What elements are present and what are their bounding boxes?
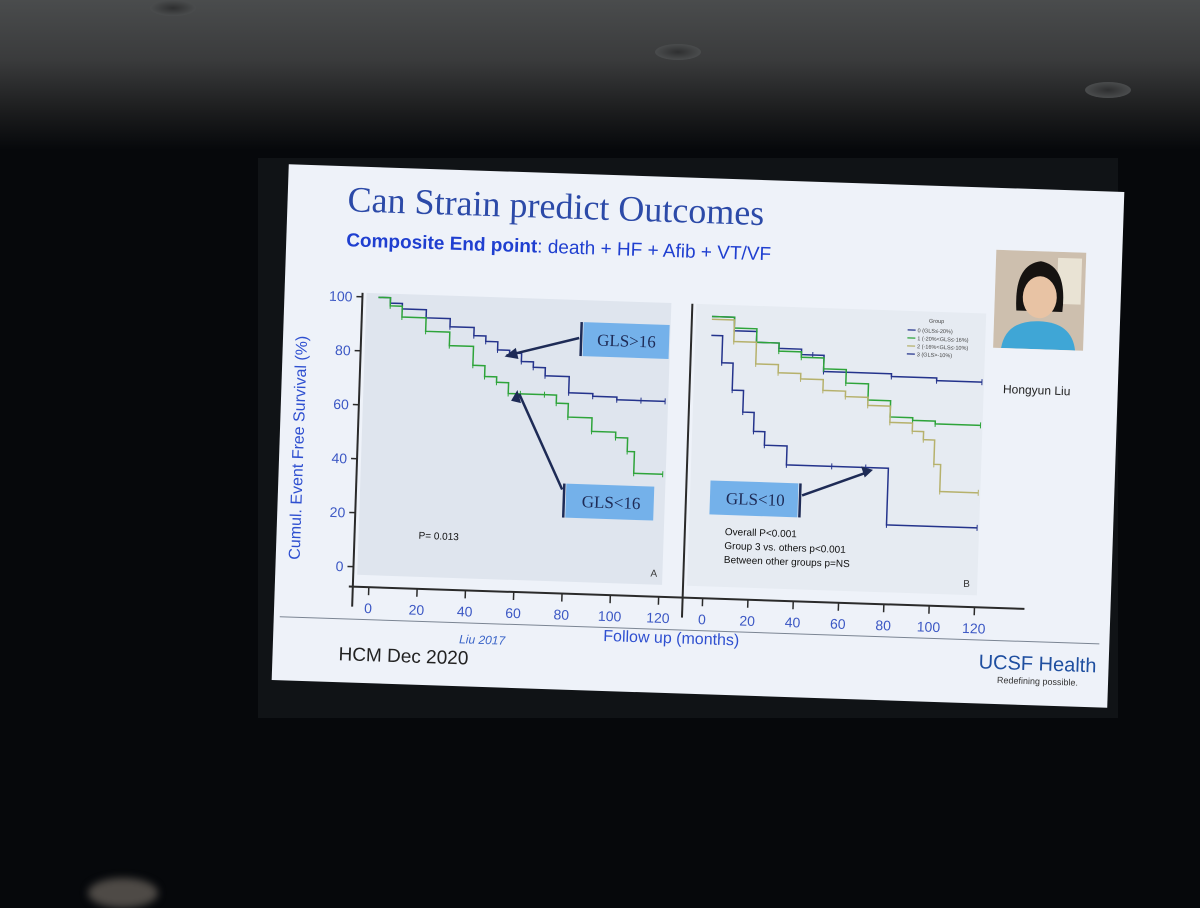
legend-title: Group [929,319,944,326]
x-tick-label: 120 [962,620,986,637]
p-value-annotation: P= 0.013 [418,531,459,543]
x-tick-label: 20 [408,602,424,619]
callout-gls-gt16-bracket [581,322,582,356]
x-tick-label: 40 [784,614,800,631]
presentation-slide: Can Strain predict Outcomes Composite En… [272,164,1125,707]
y-tick-label: 100 [329,288,353,305]
y-tick-label: 60 [333,396,349,413]
callout-gls-gt16: GLS>16 [581,322,670,359]
ceiling-light [1085,82,1131,98]
audience-head-blur [88,878,158,908]
callout-gls-lt16: GLS<16 [563,484,654,521]
presenter-photo [993,250,1086,351]
x-tick-label: 80 [553,606,569,623]
legend-item-3: 3 (GLS>-10%) [917,352,953,359]
callout-gls-lt10-label: GLS<10 [726,489,785,510]
callout-gls-gt16-label: GLS>16 [597,331,656,352]
x-tick-label: 80 [875,617,891,634]
panel-a-label: A [650,569,657,580]
callout-gls-lt10-bracket [799,483,800,517]
x-tick-label: 120 [646,609,670,626]
presenter-illustration [993,250,1086,351]
x-tick-label: 100 [598,608,622,625]
y-tick-label: 0 [335,558,344,574]
callout-gls-lt10: GLS<10 [709,480,800,517]
logo-brand: UCSF Health [978,651,1079,677]
x-tick-label: 40 [457,603,473,620]
overall-p-annotation: Overall P<0.001 [725,527,798,540]
x-tick-label: 60 [505,605,521,622]
x-tick-label: 100 [917,618,941,635]
y-tick-label: 20 [329,504,345,521]
x-tick-label: 20 [739,612,755,629]
x-tick-label: 0 [364,600,373,616]
y-tick-label: 80 [335,342,351,359]
ceiling-light [655,44,701,60]
callout-gls-lt16-label: GLS<16 [581,492,640,513]
legend-item-0: 0 (GLS≤-20%) [917,328,952,335]
x-tick-label: 60 [830,615,846,632]
callout-gls-lt16-bracket [563,484,564,518]
footer-label: HCM Dec 2020 [338,644,469,670]
ucsf-logo: UCSF Health Redefining possible. [978,651,1079,687]
km-chart: Cumul. Event Free Survival (%) 0 20 40 60 80… [272,164,1125,707]
reference-citation: Liu 2017 [459,632,505,648]
y-tick-label: 40 [331,450,347,467]
x-tick-label: 0 [698,611,707,627]
ceiling-light [150,0,196,16]
y-axis-title: Cumul. Event Free Survival (%) [287,335,311,560]
panel-b-label: B [963,579,970,590]
ceiling [0,0,1200,150]
